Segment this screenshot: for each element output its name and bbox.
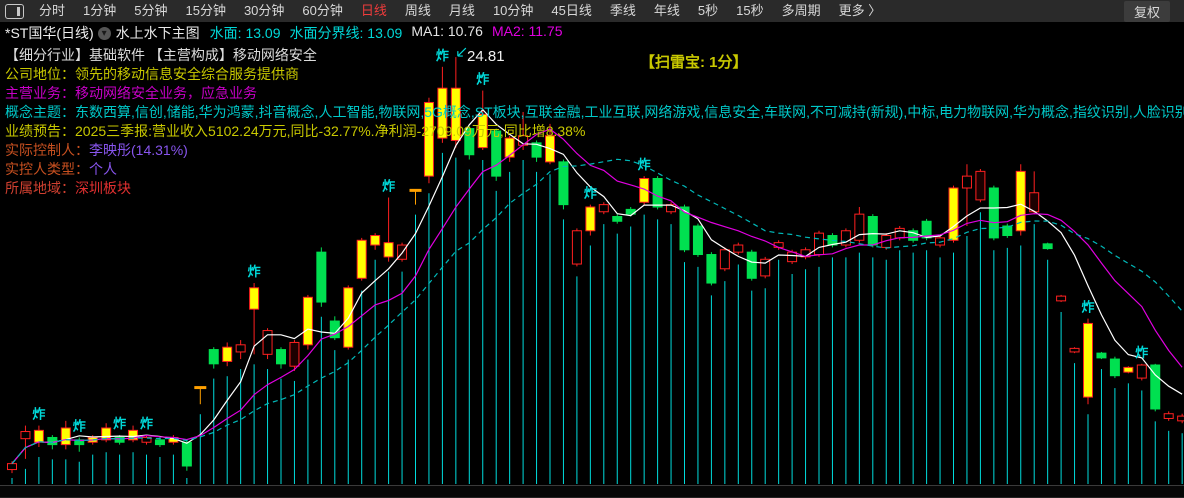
period-tab-13[interactable]: 5秒: [697, 3, 719, 18]
indicator-name[interactable]: 水上水下主图: [115, 25, 200, 41]
period-tab-5[interactable]: 60分钟: [302, 3, 343, 18]
time-axis[interactable]: [0, 485, 1184, 498]
period-tab-11[interactable]: 季线: [609, 3, 636, 18]
period-tab-6[interactable]: 日线: [360, 3, 387, 18]
period-tab-12[interactable]: 年线: [653, 3, 680, 18]
period-tab-4[interactable]: 30分钟: [243, 3, 285, 18]
period-tab-15[interactable]: 多周期: [781, 3, 821, 18]
period-tab-10[interactable]: 45日线: [551, 3, 592, 18]
period-tab-8[interactable]: 月线: [448, 3, 475, 18]
period-tab-7[interactable]: 周线: [404, 3, 431, 18]
indicator-field-2: MA1: 10.76: [411, 23, 483, 39]
indicator-field-0: 水面: 13.09: [209, 25, 281, 41]
period-tab-2[interactable]: 5分钟: [134, 3, 168, 18]
indicator-values: 水面: 13.09 水面分界线: 13.09 MA1: 10.76 MA2: 11.7…: [210, 23, 572, 43]
period-tab-0[interactable]: 分时: [39, 3, 66, 18]
candlestick-chart-region[interactable]: [0, 44, 1184, 487]
symbol-title: *ST国华(日线): [5, 25, 94, 41]
peak-price-label: 24.81: [467, 48, 505, 65]
indicator-field-1: 水面分界线: 13.09: [289, 25, 403, 41]
period-toolbar: 分时 1分钟 5分钟 15分钟 30分钟 60分钟 日线 周线 月线 10分钟 45日线 季线 年线 5秒…: [0, 0, 1184, 22]
period-tab-3[interactable]: 15分钟: [185, 3, 226, 18]
chart-title-row: *ST国华(日线) ▾ 水上水下主图 水面: 13.09 水面分界线: 13.09…: [0, 22, 1184, 44]
period-tab-14[interactable]: 15秒: [736, 3, 764, 18]
price-adjust-button[interactable]: 复权: [1123, 0, 1170, 22]
period-tab-1[interactable]: 1分钟: [83, 3, 117, 18]
period-tabs: 分时 1分钟 5分钟 15分钟 30分钟 60分钟 日线 周线 月线 10分钟 45日线 季线 年线 5秒…: [30, 0, 890, 22]
indicator-field-3: MA2: 11.75: [491, 23, 563, 39]
period-tab-9[interactable]: 10分钟: [492, 3, 534, 18]
window-layout-icon[interactable]: [5, 3, 24, 19]
period-tab-16[interactable]: 更多 〉: [838, 3, 882, 18]
scan-score-badge: 【扫雷宝: 1分】: [640, 54, 748, 71]
chevron-down-icon[interactable]: ▾: [97, 26, 111, 40]
